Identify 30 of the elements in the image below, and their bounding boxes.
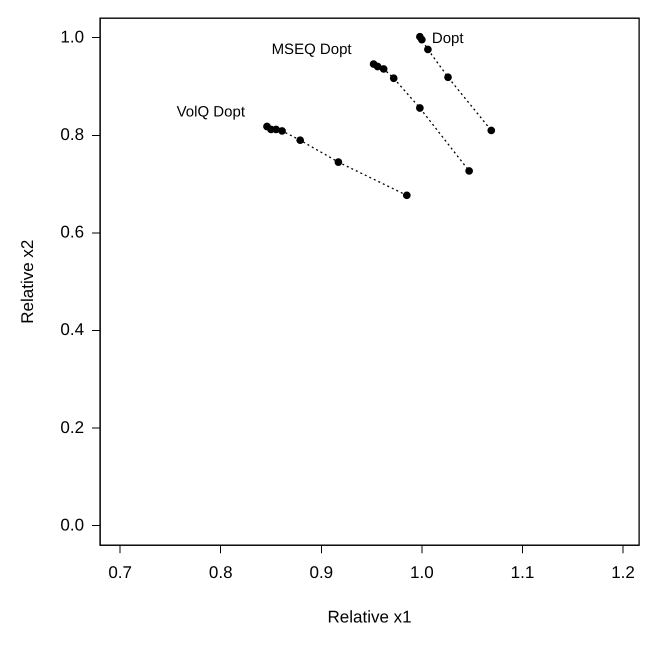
point [465, 167, 473, 175]
point [390, 74, 398, 82]
y-tick-label: 0.8 [60, 125, 84, 144]
point [334, 158, 342, 166]
series-label: MSEQ Dopt [272, 41, 352, 58]
series-label: VolQ Dopt [176, 104, 246, 121]
y-axis-title: Relative x2 [18, 240, 37, 324]
point [402, 191, 411, 200]
point [487, 126, 496, 134]
x-tick-label: 1.0 [410, 563, 434, 582]
y-tick-label: 0.0 [60, 515, 84, 534]
y-tick-label: 0.6 [60, 222, 84, 242]
point [296, 136, 304, 144]
y-tick-label: 0.2 [60, 418, 84, 437]
point [418, 36, 426, 44]
x-tick-label: 0.7 [108, 563, 132, 582]
x-tick-label: 1.1 [510, 563, 534, 582]
x-tick-label: 0.9 [309, 563, 334, 582]
point [380, 65, 388, 73]
x-tick-label: 1.2 [611, 563, 635, 582]
x-tick-label: 0.8 [208, 563, 233, 582]
point [424, 46, 432, 54]
point [416, 104, 424, 112]
x-axis-title: Relative x1 [328, 607, 412, 626]
point [278, 127, 286, 135]
point [444, 73, 452, 82]
point [374, 62, 382, 70]
y-tick-label: 0.4 [60, 320, 84, 340]
y-tick-label: 1.0 [60, 27, 84, 46]
series-label: Dopt [432, 30, 464, 47]
